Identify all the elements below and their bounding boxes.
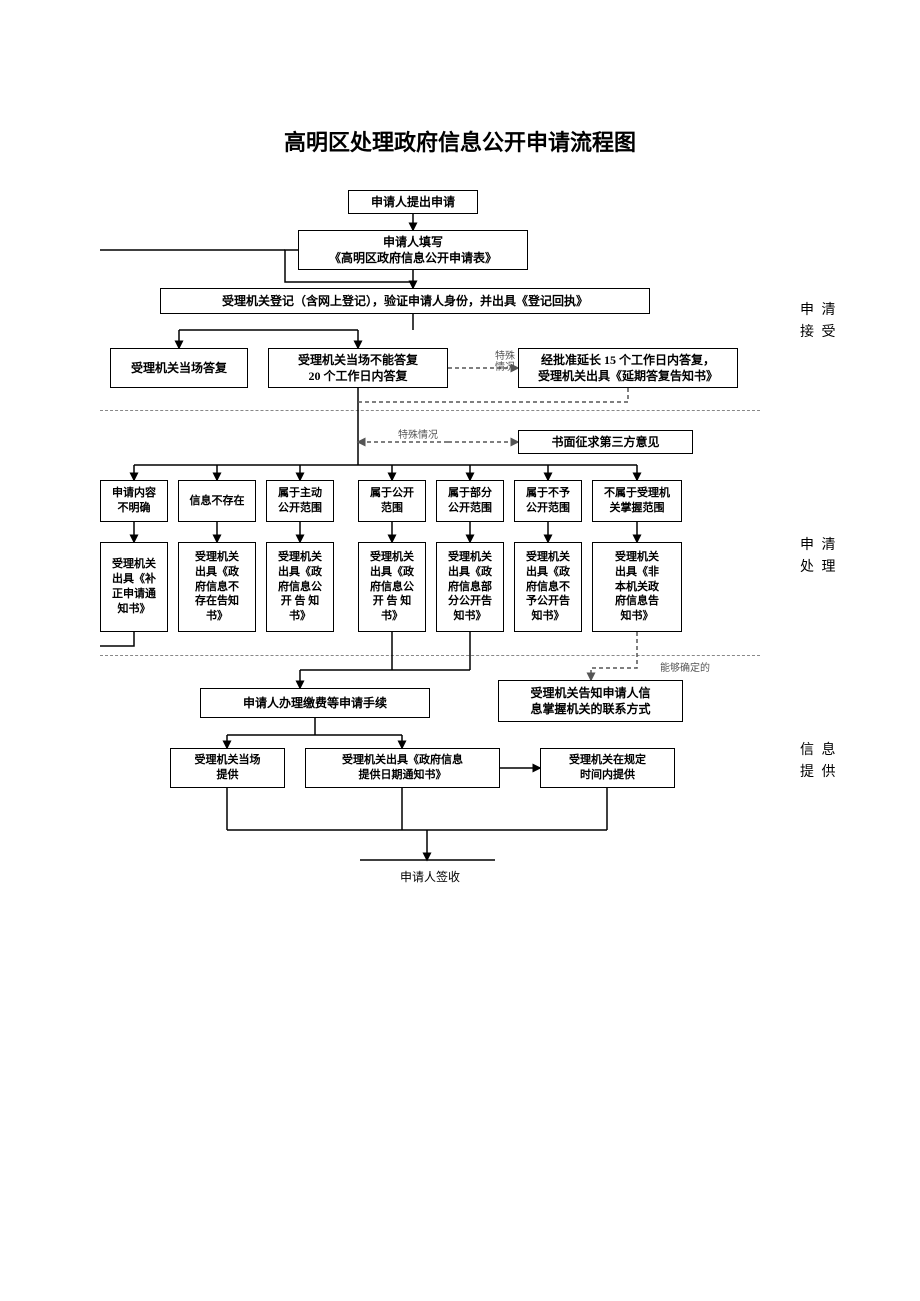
node-case-proactive: 属于主动公开范围 [266, 480, 334, 522]
phase-label-process-l1: 申 清 [800, 535, 838, 557]
node-case-not-ours: 不属于受理机关掌握范围 [592, 480, 682, 522]
annotation-determinable: 能够确定的 [660, 663, 710, 674]
phase-label-process-l2: 处 理 [800, 557, 838, 579]
phase-label-accept-l2: 接 受 [800, 322, 838, 344]
node-doc-not-exist: 受理机关出具《政府信息不存在告知书》 [178, 542, 256, 632]
phase-label-provide: 信 息 提 供 [800, 740, 838, 785]
node-case-open: 属于公开范围 [358, 480, 426, 522]
phase-divider-1 [100, 410, 760, 411]
node-deliver-notice: 受理机关出具《政府信息提供日期通知书》 [305, 748, 500, 788]
node-case-unclear: 申请内容不明确 [100, 480, 168, 522]
node-case-not-exist: 信息不存在 [178, 480, 256, 522]
node-doc-open-b: 受理机关出具《政府信息公开 告 知书》 [358, 542, 426, 632]
node-deliver-onsite: 受理机关当场提供 [170, 748, 285, 788]
node-case-deny: 属于不予公开范围 [514, 480, 582, 522]
node-case-partial: 属于部分公开范围 [436, 480, 504, 522]
annotation-special-1: 特殊情况 [495, 351, 515, 373]
node-reply-onsite: 受理机关当场答复 [110, 348, 248, 388]
phase-label-provide-l2: 提 供 [800, 762, 838, 784]
node-doc-not-ours: 受理机关出具《非本机关政府信息告知书》 [592, 542, 682, 632]
node-pay-fee: 申请人办理缴费等申请手续 [200, 688, 430, 718]
node-submit-application: 申请人提出申请 [348, 190, 478, 214]
node-doc-deny: 受理机关出具《政府信息不予公开告知书》 [514, 542, 582, 632]
phase-label-process: 申 清 处 理 [800, 535, 838, 580]
phase-divider-2 [100, 655, 760, 656]
caption-sign: 申请人签收 [400, 868, 460, 885]
node-extend-15days: 经批准延长 15 个工作日内答复，受理机关出具《延期答复告知书》 [518, 348, 738, 388]
node-third-party-opinion: 书面征求第三方意见 [518, 430, 693, 454]
node-doc-correction: 受理机关出具《补正申请通知书》 [100, 542, 168, 632]
node-reply-20days: 受理机关当场不能答复20 个工作日内答复 [268, 348, 448, 388]
node-doc-open-a: 受理机关出具《政府信息公开 告 知书》 [266, 542, 334, 632]
flowchart-canvas: 申请人提出申请 申请人填写《高明区政府信息公开申请表》 受理机关登记（含网上登记… [100, 190, 860, 950]
phase-label-accept-l1: 申 清 [800, 300, 838, 322]
page-title: 高明区处理政府信息公开申请流程图 [0, 125, 920, 157]
node-doc-partial: 受理机关出具《政府信息部分公开告知书》 [436, 542, 504, 632]
node-fill-form: 申请人填写《高明区政府信息公开申请表》 [298, 230, 528, 270]
node-deliver-in-time: 受理机关在规定时间内提供 [540, 748, 675, 788]
phase-label-accept: 申 清 接 受 [800, 300, 838, 345]
annotation-special-2: 特殊情况 [398, 430, 438, 441]
node-inform-contact: 受理机关告知申请人信息掌握机关的联系方式 [498, 680, 683, 722]
node-register: 受理机关登记（含网上登记），验证申请人身份，并出具《登记回执》 [160, 288, 650, 314]
phase-label-provide-l1: 信 息 [800, 740, 838, 762]
